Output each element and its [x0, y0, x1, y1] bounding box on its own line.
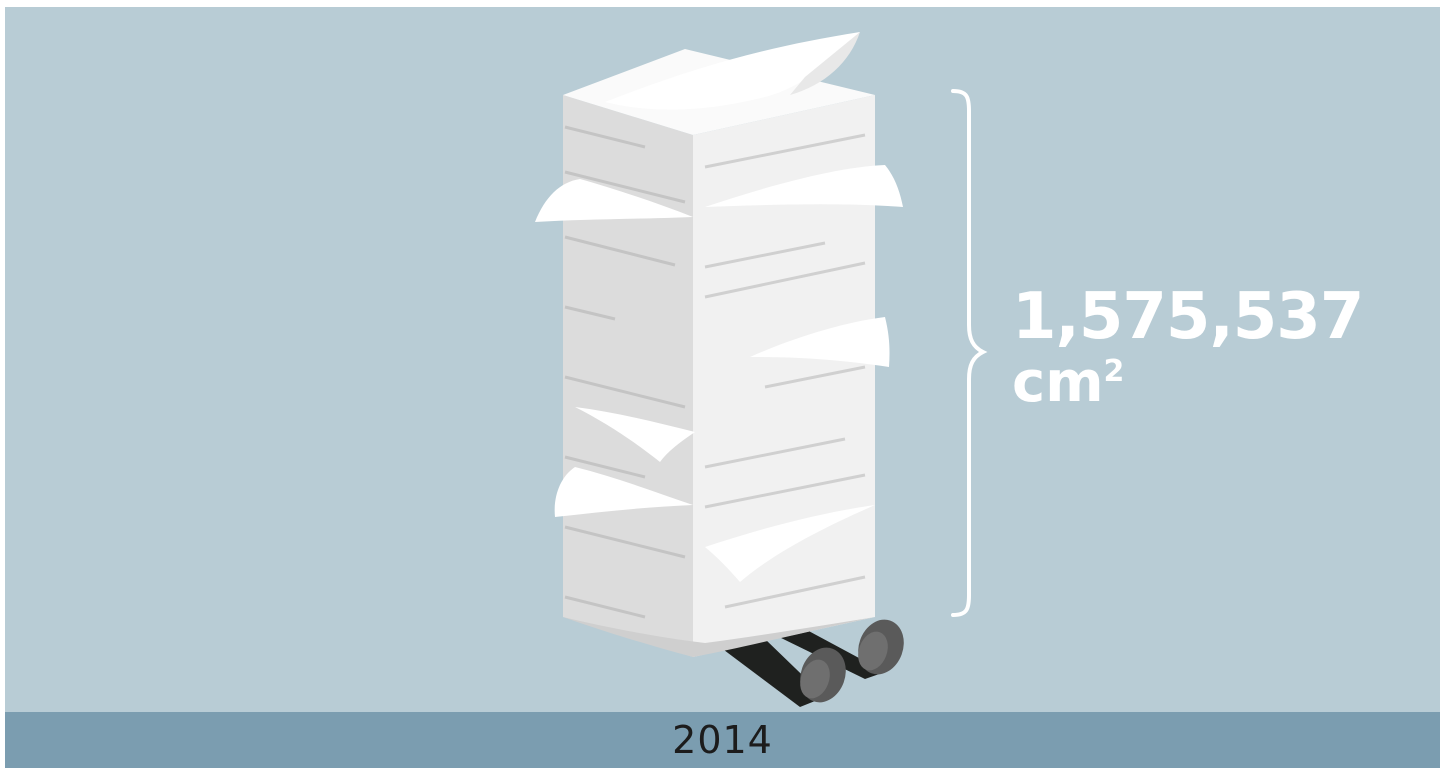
stat-label: 1,575,537 cm2	[1012, 280, 1364, 411]
stat-unit-exponent: 2	[1103, 354, 1125, 389]
infographic-panel: 1,575,537 cm2 2014	[5, 7, 1440, 768]
stat-unit: cm2	[1012, 355, 1363, 411]
year-label: 2014	[672, 718, 773, 762]
paper-stack-illustration	[535, 32, 988, 707]
stat-unit-base: cm	[1012, 350, 1104, 415]
curly-brace-icon	[951, 89, 988, 617]
year-footer-bar: 2014	[5, 712, 1440, 768]
stat-value: 1,575,537	[1012, 280, 1364, 354]
hand-truck-icon	[720, 619, 904, 707]
